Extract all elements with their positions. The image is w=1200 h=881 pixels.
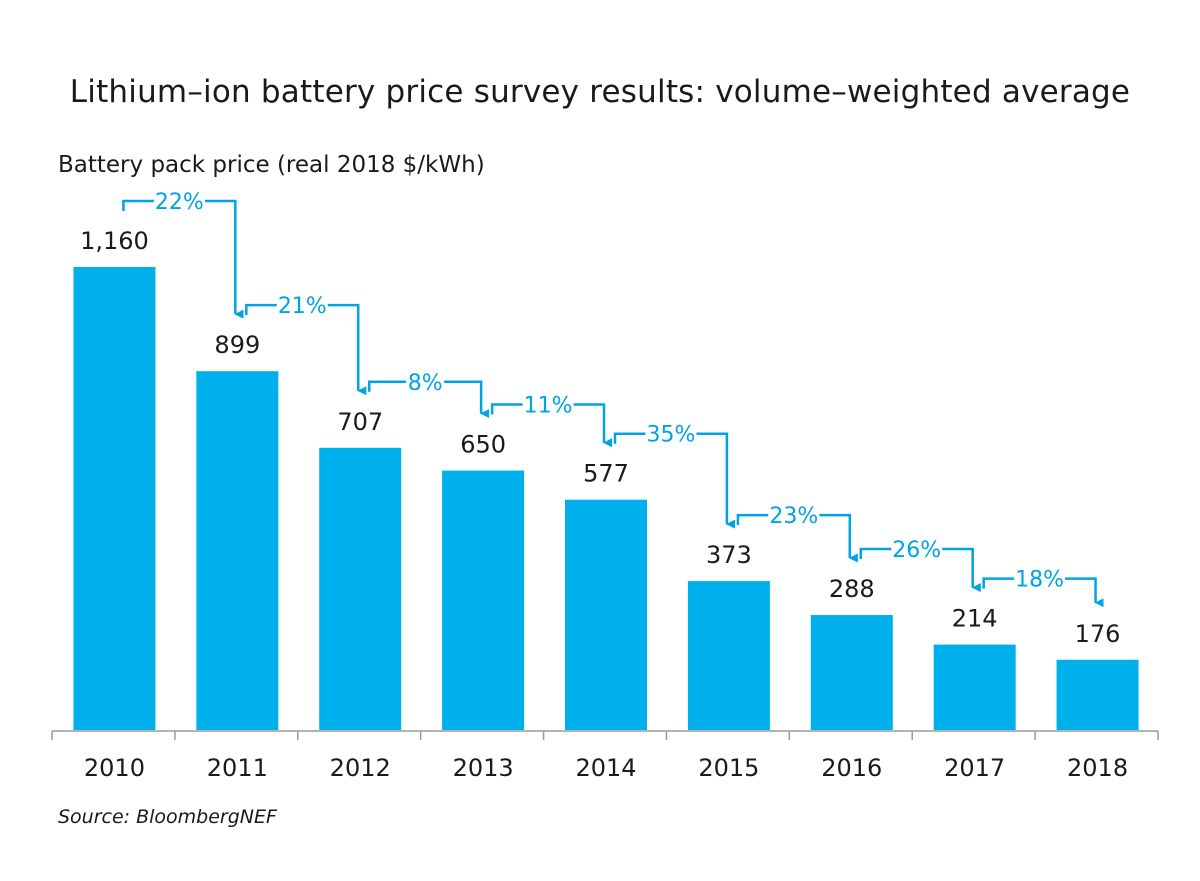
decline-bracket-left	[122, 199, 154, 211]
value-label-2018: 176	[1075, 620, 1121, 648]
decline-label-2013: 8%	[408, 371, 443, 396]
x-tick-label-2012: 2012	[330, 754, 391, 782]
decline-label-2014: 11%	[524, 394, 573, 419]
decline-annotation-2018: 18%	[982, 568, 1104, 608]
decline-bracket-left	[367, 380, 407, 392]
decline-arrow	[819, 513, 858, 563]
x-tick-label-2013: 2013	[453, 754, 514, 782]
x-tick-label-2018: 2018	[1067, 754, 1128, 782]
bar-2011	[196, 371, 279, 730]
decline-arrow	[444, 380, 490, 419]
source-note: Source: BloombergNEF	[58, 806, 277, 828]
x-tick-label-2010: 2010	[84, 754, 145, 782]
decline-bracket-left	[490, 403, 523, 415]
x-axis: 2010 2011 2012 2013 2014 2015 2016 2017 2018	[51, 730, 1159, 782]
decline-annotation-2013: 8%	[367, 371, 490, 419]
decline-label-2011: 22%	[155, 190, 204, 215]
decline-arrow	[204, 199, 244, 319]
bar-2017	[933, 644, 1016, 730]
decline-arrow	[696, 432, 735, 529]
x-tick-label-2014: 2014	[575, 754, 636, 782]
value-label-2015: 373	[706, 541, 752, 569]
decline-annotation-2016: 23%	[736, 504, 858, 563]
value-label-2014: 577	[583, 460, 629, 488]
value-label-2013: 650	[460, 431, 506, 459]
value-label-2016: 288	[829, 575, 875, 603]
chart-title: Lithium–ion battery price survey results…	[69, 74, 1131, 110]
x-tick-label-2015: 2015	[698, 754, 759, 782]
decline-annotation-2011: 22%	[122, 190, 244, 319]
decline-label-2015: 35%	[646, 423, 695, 448]
decline-annotation-2014: 11%	[490, 394, 613, 448]
value-label-2010: 1,160	[80, 227, 149, 255]
bar-2010	[73, 267, 156, 730]
decline-label-2016: 23%	[769, 504, 818, 529]
decline-bracket-left	[245, 303, 277, 316]
bar-2012	[319, 447, 402, 730]
bars-layer	[73, 267, 1139, 730]
bar-2015	[687, 581, 770, 730]
decline-bracket-left	[982, 577, 1015, 589]
bar-2013	[442, 470, 525, 730]
decline-label-2017: 26%	[892, 538, 941, 563]
decline-bracket-left	[613, 432, 646, 444]
decline-label-2018: 18%	[1015, 568, 1064, 593]
x-tick-label-2011: 2011	[207, 754, 268, 782]
decline-annotation-2012: 21%	[245, 294, 367, 396]
decline-annotations-layer: 22% 21% 8% 11% 35% 23% 26% 18%	[122, 190, 1104, 608]
value-labels-layer: 1,160 899 707 650 577 373 288 214 176	[80, 227, 1120, 648]
bar-2018	[1056, 659, 1139, 730]
value-label-2012: 707	[337, 408, 383, 436]
bar-2014	[565, 499, 647, 730]
value-label-2011: 899	[214, 331, 260, 359]
decline-arrow	[942, 547, 981, 593]
decline-annotation-2015: 35%	[613, 423, 735, 529]
decline-bracket-left	[736, 513, 769, 526]
decline-label-2012: 21%	[278, 294, 327, 319]
decline-annotation-2017: 26%	[859, 538, 981, 593]
value-label-2017: 214	[952, 605, 998, 633]
x-tick-label-2016: 2016	[821, 754, 882, 782]
decline-arrow	[327, 303, 367, 396]
decline-arrow	[1065, 577, 1104, 608]
y-axis-label: Battery pack price (real 2018 $/kWh)	[58, 152, 485, 178]
decline-arrow	[573, 403, 613, 448]
bar-2016	[810, 615, 893, 730]
decline-bracket-left	[859, 547, 892, 560]
x-tick-label-2017: 2017	[944, 754, 1005, 782]
